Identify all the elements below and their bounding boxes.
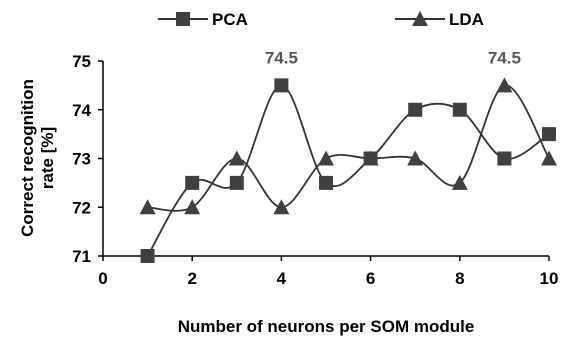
y-axis: 71 72 73 74 75 [72, 52, 104, 266]
x-axis-title: Number of neurons per SOM module [178, 317, 475, 336]
x-tick-label: 2 [187, 269, 196, 288]
data-point-lda [362, 150, 379, 166]
y-tick-label: 73 [72, 150, 91, 169]
x-axis: 0 2 4 6 8 10 [98, 255, 559, 288]
x-tick-label: 8 [455, 269, 464, 288]
x-tick-label: 4 [277, 269, 287, 288]
data-point-lda [496, 77, 513, 93]
series-line-lda [147, 84, 550, 212]
x-tick-label: 6 [366, 269, 375, 288]
data-point-pca [140, 249, 155, 263]
x-tick-label: 0 [98, 269, 107, 288]
data-point-lda [318, 150, 334, 166]
y-tick-label: 71 [72, 247, 91, 266]
data-point-pca [319, 175, 333, 190]
data-point-lda [541, 150, 557, 166]
data-label: 74.5 [488, 48, 521, 67]
legend: PCA LDA [158, 10, 484, 29]
data-point-lda [184, 199, 201, 215]
y-axis-title-line-2: rate [%] [38, 127, 57, 189]
data-point-lda [407, 150, 424, 166]
data-point-pca [542, 127, 556, 142]
y-tick-label: 74 [72, 101, 91, 120]
legend-label-lda: LDA [449, 10, 484, 29]
y-tick-label: 75 [72, 52, 91, 71]
data-point-pca [452, 102, 467, 117]
data-point-pca [185, 175, 200, 190]
data-point-lda [139, 199, 156, 215]
legend-item-pca: PCA [158, 10, 248, 29]
y-axis-title: Correct recognition rate [%] [18, 79, 57, 237]
data-point-pca [274, 78, 289, 93]
data-point-pca [408, 102, 423, 117]
data-point-pca [229, 175, 244, 190]
legend-label-pca: PCA [212, 10, 248, 29]
data-point-lda [228, 150, 245, 166]
x-tick-label: 10 [540, 269, 559, 288]
data-point-lda [451, 174, 468, 190]
data-point-pca [497, 151, 512, 166]
y-tick-label: 72 [72, 198, 91, 217]
data-label: 74.5 [265, 48, 298, 67]
data-point-lda [273, 199, 290, 215]
legend-item-lda: LDA [395, 10, 484, 29]
y-axis-title-line-1: Correct recognition [18, 79, 37, 237]
